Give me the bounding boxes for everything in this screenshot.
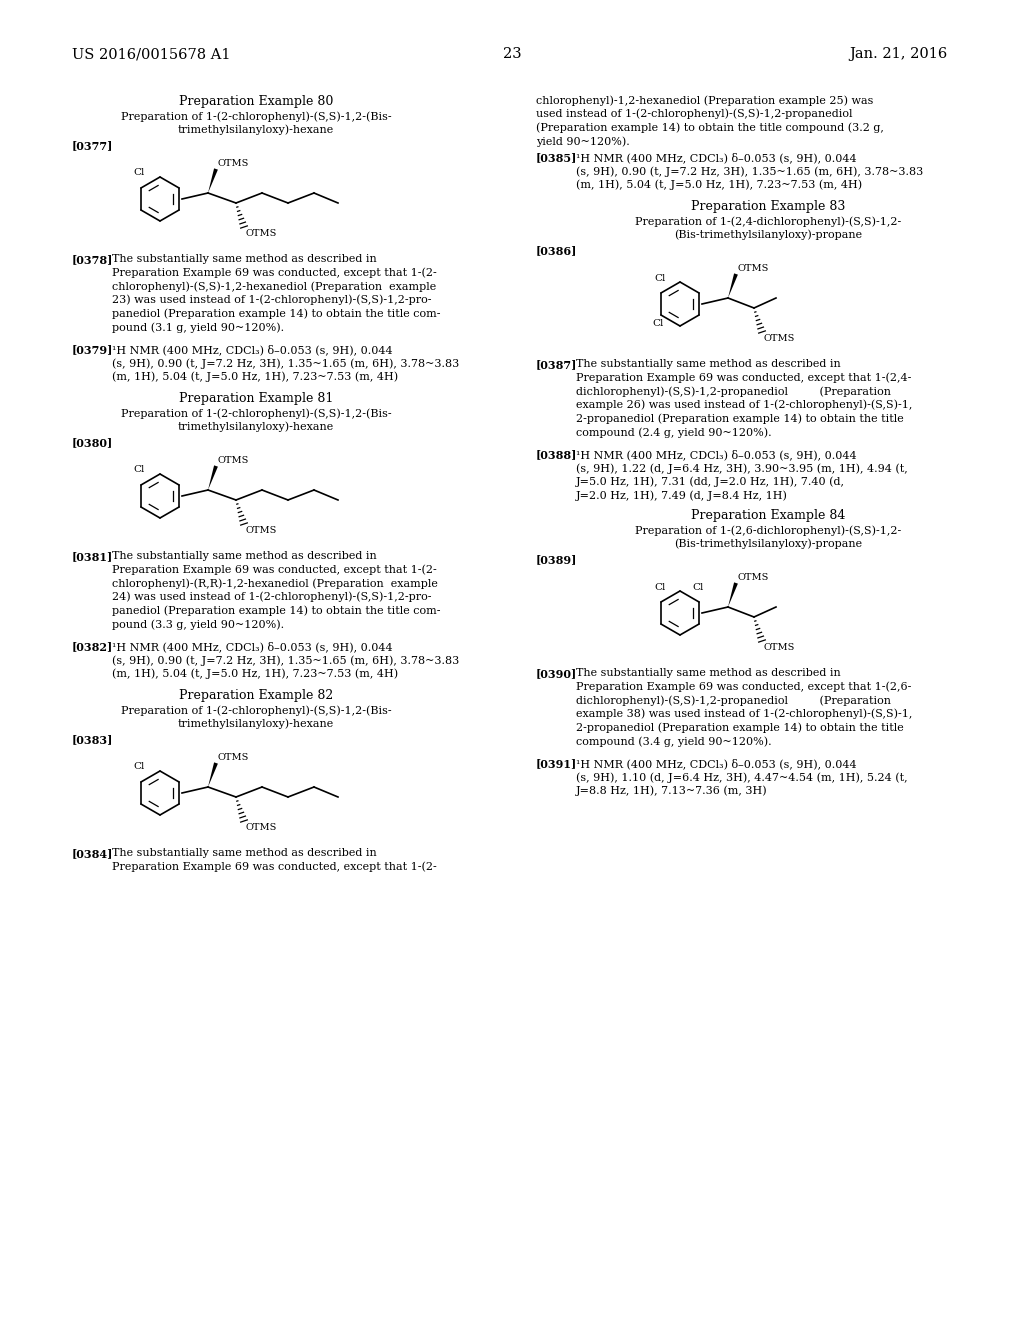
Text: [0391]: [0391] <box>536 758 578 770</box>
Polygon shape <box>728 273 738 298</box>
Text: ¹H NMR (400 MHz, CDCl₃) δ–0.053 (s, 9H), 0.044
(s, 9H), 1.10 (d, J=6.4 Hz, 3H), : ¹H NMR (400 MHz, CDCl₃) δ–0.053 (s, 9H),… <box>575 758 907 796</box>
Text: The substantially same method as described in
Preparation Example 69 was conduct: The substantially same method as describ… <box>575 359 912 438</box>
Text: [0385]: [0385] <box>536 152 578 162</box>
Text: OTMS: OTMS <box>246 228 278 238</box>
Text: Preparation of 1-(2,6-dichlorophenyl)-(S,S)-1,2-: Preparation of 1-(2,6-dichlorophenyl)-(S… <box>635 525 901 536</box>
Text: OTMS: OTMS <box>738 264 769 273</box>
Text: OTMS: OTMS <box>218 752 250 762</box>
Text: Cl: Cl <box>654 583 666 591</box>
Text: [0380]: [0380] <box>72 437 114 447</box>
Text: OTMS: OTMS <box>218 158 250 168</box>
Text: [0382]: [0382] <box>72 642 114 652</box>
Text: Cl: Cl <box>133 168 145 177</box>
Text: [0384]: [0384] <box>72 847 114 859</box>
Text: Cl: Cl <box>652 318 664 327</box>
Text: The substantially same method as described in
Preparation Example 69 was conduct: The substantially same method as describ… <box>112 253 440 333</box>
Polygon shape <box>728 582 738 607</box>
Text: Preparation Example 80: Preparation Example 80 <box>179 95 333 108</box>
Text: Cl: Cl <box>654 275 666 282</box>
Text: [0387]: [0387] <box>536 359 578 370</box>
Polygon shape <box>208 763 218 787</box>
Text: Cl: Cl <box>133 762 145 771</box>
Text: [0379]: [0379] <box>72 345 114 355</box>
Text: Preparation of 1-(2-chlorophenyl)-(S,S)-1,2-(Bis-: Preparation of 1-(2-chlorophenyl)-(S,S)-… <box>121 408 391 418</box>
Text: OTMS: OTMS <box>764 643 796 652</box>
Text: OTMS: OTMS <box>738 573 769 582</box>
Text: Preparation Example 84: Preparation Example 84 <box>691 510 845 521</box>
Text: Preparation of 1-(2-chlorophenyl)-(S,S)-1,2-(Bis-: Preparation of 1-(2-chlorophenyl)-(S,S)-… <box>121 705 391 715</box>
Text: trimethylsilanyloxy)-hexane: trimethylsilanyloxy)-hexane <box>178 421 334 432</box>
Text: ¹H NMR (400 MHz, CDCl₃) δ–0.053 (s, 9H), 0.044
(s, 9H), 0.90 (t, J=7.2 Hz, 3H), : ¹H NMR (400 MHz, CDCl₃) δ–0.053 (s, 9H),… <box>575 152 924 190</box>
Text: Preparation of 1-(2-chlorophenyl)-(S,S)-1,2-(Bis-: Preparation of 1-(2-chlorophenyl)-(S,S)-… <box>121 111 391 121</box>
Text: trimethylsilanyloxy)-hexane: trimethylsilanyloxy)-hexane <box>178 124 334 135</box>
Text: [0388]: [0388] <box>536 449 578 459</box>
Text: OTMS: OTMS <box>764 334 796 343</box>
Text: Jan. 21, 2016: Jan. 21, 2016 <box>850 48 948 61</box>
Text: trimethylsilanyloxy)-hexane: trimethylsilanyloxy)-hexane <box>178 718 334 729</box>
Text: [0386]: [0386] <box>536 246 578 256</box>
Text: ¹H NMR (400 MHz, CDCl₃) δ–0.053 (s, 9H), 0.044
(s, 9H), 0.90 (t, J=7.2 Hz, 3H), : ¹H NMR (400 MHz, CDCl₃) δ–0.053 (s, 9H),… <box>112 345 459 383</box>
Text: [0377]: [0377] <box>72 140 114 150</box>
Text: Preparation Example 81: Preparation Example 81 <box>179 392 333 405</box>
Text: (Bis-trimethylsilanyloxy)-propane: (Bis-trimethylsilanyloxy)-propane <box>674 539 862 549</box>
Text: The substantially same method as described in
Preparation Example 69 was conduct: The substantially same method as describ… <box>575 668 912 747</box>
Text: 23: 23 <box>503 48 521 61</box>
Text: Preparation Example 83: Preparation Example 83 <box>691 201 845 213</box>
Text: The substantially same method as described in
Preparation Example 69 was conduct: The substantially same method as describ… <box>112 847 437 871</box>
Text: [0383]: [0383] <box>72 734 114 744</box>
Polygon shape <box>208 466 218 490</box>
Text: The substantially same method as described in
Preparation Example 69 was conduct: The substantially same method as describ… <box>112 550 440 630</box>
Text: Preparation of 1-(2,4-dichlorophenyl)-(S,S)-1,2-: Preparation of 1-(2,4-dichlorophenyl)-(S… <box>635 216 901 227</box>
Text: [0389]: [0389] <box>536 554 578 565</box>
Text: OTMS: OTMS <box>218 455 250 465</box>
Text: OTMS: OTMS <box>246 525 278 535</box>
Polygon shape <box>208 169 218 193</box>
Text: [0381]: [0381] <box>72 550 114 562</box>
Text: chlorophenyl)-1,2-hexanediol (Preparation example 25) was
used instead of 1-(2-c: chlorophenyl)-1,2-hexanediol (Preparatio… <box>536 95 884 147</box>
Text: ¹H NMR (400 MHz, CDCl₃) δ–0.053 (s, 9H), 0.044
(s, 9H), 0.90 (t, J=7.2 Hz, 3H), : ¹H NMR (400 MHz, CDCl₃) δ–0.053 (s, 9H),… <box>112 642 459 680</box>
Text: US 2016/0015678 A1: US 2016/0015678 A1 <box>72 48 230 61</box>
Text: [0390]: [0390] <box>536 668 578 678</box>
Text: ¹H NMR (400 MHz, CDCl₃) δ–0.053 (s, 9H), 0.044
(s, 9H), 1.22 (d, J=6.4 Hz, 3H), : ¹H NMR (400 MHz, CDCl₃) δ–0.053 (s, 9H),… <box>575 449 907 502</box>
Text: OTMS: OTMS <box>246 822 278 832</box>
Text: Cl: Cl <box>692 583 703 591</box>
Text: (Bis-trimethylsilanyloxy)-propane: (Bis-trimethylsilanyloxy)-propane <box>674 228 862 239</box>
Text: [0378]: [0378] <box>72 253 114 265</box>
Text: Cl: Cl <box>133 465 145 474</box>
Text: Preparation Example 82: Preparation Example 82 <box>179 689 333 702</box>
